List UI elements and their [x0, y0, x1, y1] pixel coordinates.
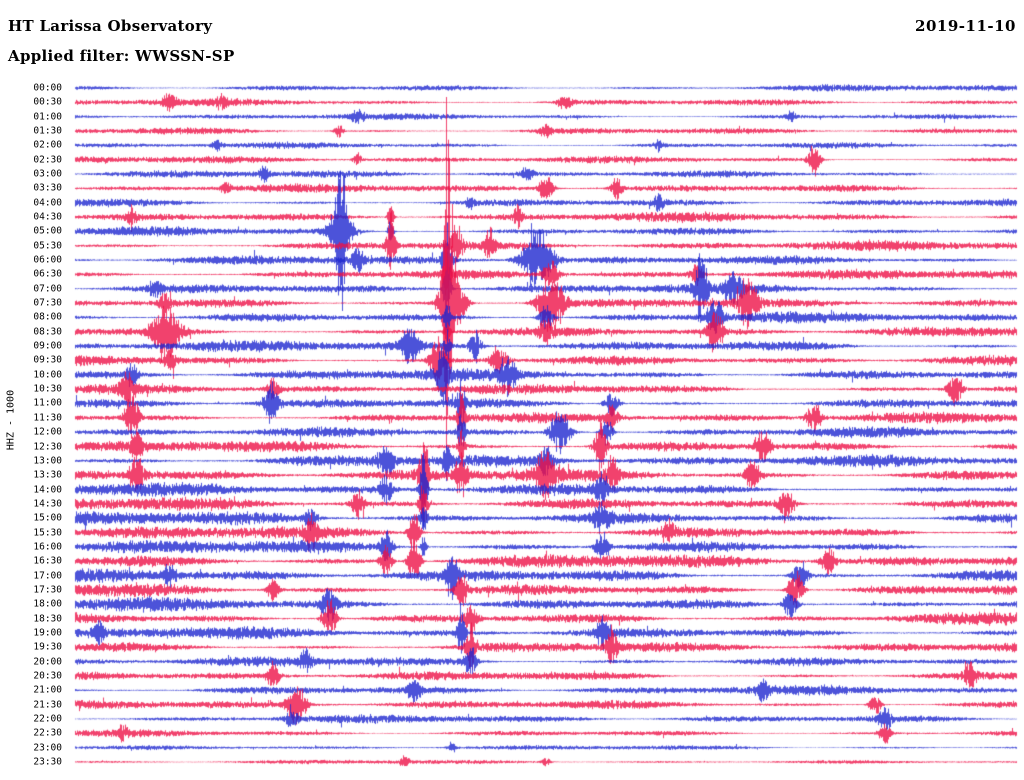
time-label: 13:30	[33, 469, 62, 481]
time-label: 05:00	[33, 225, 62, 237]
time-label: 19:00	[33, 627, 62, 639]
time-label: 01:30	[33, 125, 62, 137]
time-label: 06:00	[33, 254, 62, 266]
time-label: 10:30	[33, 383, 62, 395]
time-label: 07:00	[33, 283, 62, 294]
time-label: 07:30	[33, 297, 62, 309]
time-label: 20:30	[33, 670, 62, 682]
time-label: 09:00	[33, 340, 62, 352]
time-label: 10:00	[33, 369, 62, 381]
filter-label: Applied filter: WWSSN-SP	[8, 47, 235, 65]
time-label: 16:00	[33, 541, 62, 553]
time-label: 23:00	[33, 741, 62, 753]
time-label: 04:00	[33, 196, 62, 208]
time-label: 05:30	[33, 239, 62, 251]
time-label: 13:00	[33, 455, 62, 467]
time-label: 21:30	[33, 698, 62, 710]
time-label: 19:30	[33, 641, 62, 653]
time-label: 23:30	[33, 756, 62, 768]
time-label: 12:30	[33, 440, 62, 452]
time-label: 17:30	[33, 584, 62, 596]
time-label: 00:30	[33, 96, 62, 108]
record-date: 2019-11-10	[915, 17, 1016, 35]
time-label: 17:00	[33, 569, 62, 581]
time-label: 16:30	[33, 555, 62, 567]
time-label: 15:30	[33, 526, 62, 538]
time-label: 03:00	[33, 168, 62, 180]
y-axis-channel-label: HHZ - 1000	[5, 389, 17, 451]
time-label: 14:00	[33, 483, 62, 495]
time-label: 02:00	[33, 139, 62, 151]
time-label: 03:30	[33, 182, 62, 194]
time-label: 06:30	[33, 268, 62, 280]
time-label: 22:00	[33, 713, 62, 725]
time-label: 12:00	[33, 426, 62, 438]
time-label: 08:30	[33, 326, 62, 338]
time-label: 14:30	[33, 498, 62, 510]
time-label: 11:00	[33, 397, 62, 409]
time-label: 09:30	[33, 354, 62, 366]
time-label: 18:30	[33, 612, 62, 624]
time-label: 02:30	[33, 153, 62, 165]
time-label: 22:30	[33, 727, 62, 739]
time-label: 20:00	[33, 655, 62, 667]
time-label: 01:00	[33, 110, 62, 122]
time-label: 08:00	[33, 311, 62, 323]
time-label: 04:30	[33, 211, 62, 223]
time-label: 18:00	[33, 598, 62, 610]
time-label: 00:00	[33, 82, 62, 94]
time-label: 21:00	[33, 684, 62, 696]
observatory-title: HT Larissa Observatory	[8, 17, 213, 35]
time-label: 15:00	[33, 512, 62, 524]
time-label: 11:30	[33, 412, 62, 424]
